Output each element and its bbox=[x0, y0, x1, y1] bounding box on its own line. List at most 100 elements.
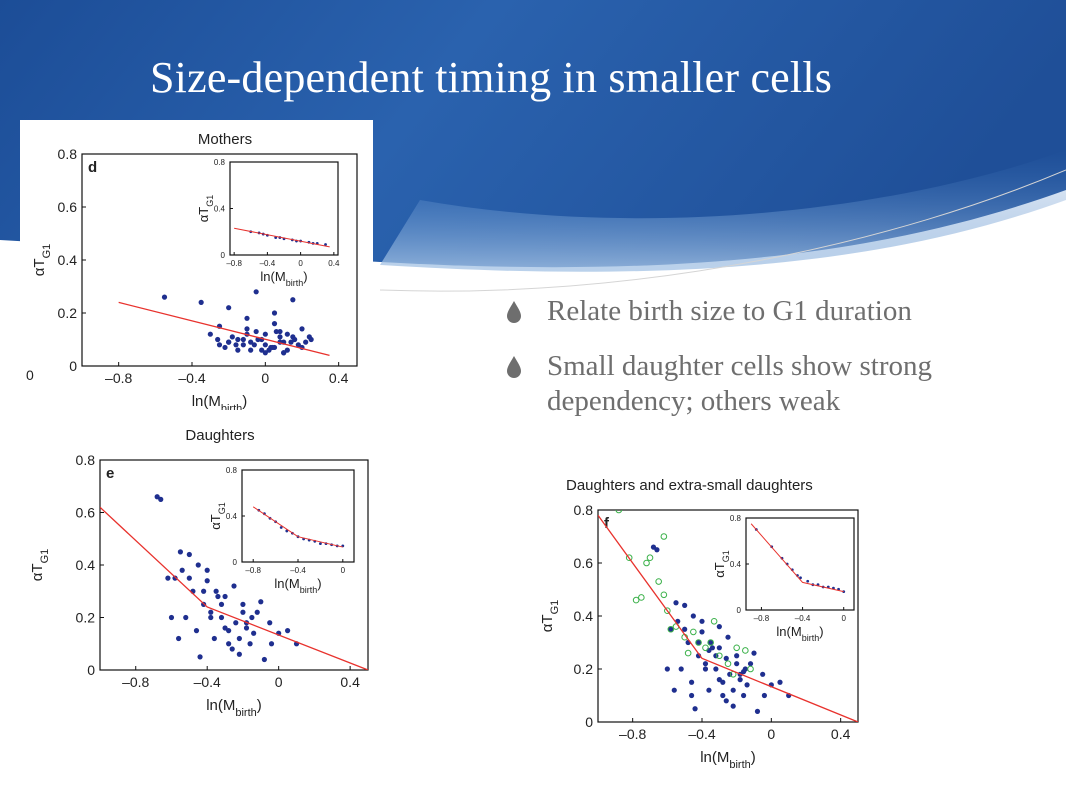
x-axis-label: ln(Mbirth) bbox=[192, 393, 248, 410]
inset-data-point bbox=[279, 526, 283, 529]
data-point bbox=[240, 336, 246, 343]
open-data-point bbox=[660, 533, 668, 540]
data-point bbox=[248, 339, 254, 345]
open-data-point bbox=[742, 647, 749, 654]
y-tick-label: 0.2 bbox=[58, 305, 78, 321]
inset-y-tick-label: 0.8 bbox=[226, 466, 238, 475]
data-point bbox=[292, 336, 298, 343]
data-point bbox=[218, 614, 225, 621]
y-tick-label: 0.6 bbox=[58, 199, 78, 215]
inset-x-tick-label: 0 bbox=[841, 614, 846, 623]
data-point bbox=[777, 679, 783, 685]
open-data-point bbox=[733, 644, 740, 652]
data-point bbox=[695, 639, 702, 646]
plot-area bbox=[100, 494, 368, 670]
plot-area bbox=[118, 289, 330, 357]
inset-data-point bbox=[806, 579, 810, 583]
inset-y-tick-label: 0.4 bbox=[214, 204, 226, 213]
bullet-item: Relate birth size to G1 duration bbox=[505, 294, 1045, 329]
panel-letter: d bbox=[88, 159, 97, 176]
fit-line bbox=[118, 301, 330, 357]
data-point bbox=[761, 692, 767, 699]
inset-x-axis-label: ln(Mbirth) bbox=[260, 269, 307, 288]
data-point bbox=[284, 347, 290, 353]
data-point bbox=[689, 679, 695, 685]
data-point bbox=[251, 342, 257, 348]
x-tick-label: 0 bbox=[275, 674, 283, 690]
y-tick-label: 0.2 bbox=[574, 661, 594, 677]
y-axis-label: αTG1 bbox=[539, 600, 561, 633]
x-tick-label: 0.4 bbox=[329, 370, 349, 386]
inset-y-tick-label: 0 bbox=[737, 606, 742, 615]
data-point bbox=[692, 706, 698, 712]
open-data-point bbox=[646, 554, 654, 561]
fit-line bbox=[100, 506, 368, 670]
stray-zero-label: 0 bbox=[26, 367, 34, 383]
data-point bbox=[716, 677, 722, 683]
chart-title: Daughters and extra-small daughters bbox=[566, 477, 813, 494]
y-tick-label: 0.4 bbox=[76, 557, 96, 573]
data-point bbox=[747, 661, 754, 667]
data-point bbox=[725, 634, 731, 640]
data-point bbox=[262, 342, 268, 348]
inset-data-point bbox=[319, 542, 322, 545]
data-point bbox=[751, 650, 757, 656]
data-point bbox=[177, 549, 183, 555]
data-point bbox=[229, 334, 235, 340]
y-tick-label: 0.4 bbox=[574, 608, 594, 624]
data-point bbox=[231, 583, 237, 589]
data-point bbox=[673, 600, 679, 606]
x-tick-label: –0.8 bbox=[122, 674, 149, 690]
data-point bbox=[702, 661, 709, 667]
data-point bbox=[211, 635, 217, 642]
inset-y-axis-label: αTG1 bbox=[208, 502, 227, 529]
open-data-point bbox=[747, 665, 754, 673]
data-point bbox=[249, 614, 255, 621]
data-point bbox=[235, 336, 241, 343]
x-tick-label: –0.4 bbox=[178, 370, 205, 386]
data-point bbox=[654, 547, 660, 553]
data-point bbox=[240, 342, 246, 348]
x-tick-label: 0.4 bbox=[831, 726, 851, 742]
data-point bbox=[186, 551, 192, 558]
open-data-point bbox=[710, 618, 718, 625]
x-tick-label: –0.8 bbox=[619, 726, 646, 742]
open-data-point bbox=[660, 591, 668, 599]
open-data-point bbox=[667, 625, 675, 633]
inset-x-tick-label: 0 bbox=[298, 259, 303, 268]
data-point bbox=[204, 578, 210, 584]
data-point bbox=[744, 682, 750, 688]
data-point bbox=[730, 687, 736, 693]
data-point bbox=[233, 342, 239, 348]
data-point bbox=[216, 342, 223, 348]
inset-x-tick-label: –0.4 bbox=[260, 259, 276, 268]
data-point bbox=[222, 344, 228, 351]
data-point bbox=[288, 339, 294, 345]
inset-fit-line bbox=[234, 227, 330, 248]
data-point bbox=[699, 629, 705, 635]
inset-x-axis-label: ln(Mbirth) bbox=[776, 624, 823, 643]
data-point bbox=[720, 692, 726, 699]
data-point bbox=[243, 625, 250, 631]
x-tick-label: –0.8 bbox=[105, 370, 132, 386]
data-point bbox=[197, 654, 203, 660]
data-point bbox=[236, 635, 242, 642]
inset-y-axis-label: αTG1 bbox=[712, 550, 731, 577]
data-point bbox=[760, 671, 766, 677]
data-point bbox=[258, 599, 264, 605]
bullet-item: Small daughter cells show strong depende… bbox=[505, 349, 1045, 419]
data-point bbox=[262, 331, 268, 337]
inset-x-tick-label: –0.8 bbox=[754, 614, 770, 623]
data-point bbox=[213, 588, 219, 594]
data-point bbox=[195, 562, 201, 568]
open-data-point bbox=[690, 628, 697, 636]
data-point bbox=[730, 703, 736, 709]
open-data-point bbox=[643, 559, 650, 567]
decorative-curve bbox=[379, 169, 1066, 292]
data-point bbox=[262, 350, 268, 356]
inset-x-tick-label: –0.8 bbox=[226, 259, 242, 268]
data-point bbox=[226, 628, 232, 634]
data-point bbox=[261, 656, 267, 663]
y-axis-label: αTG1 bbox=[29, 549, 51, 582]
